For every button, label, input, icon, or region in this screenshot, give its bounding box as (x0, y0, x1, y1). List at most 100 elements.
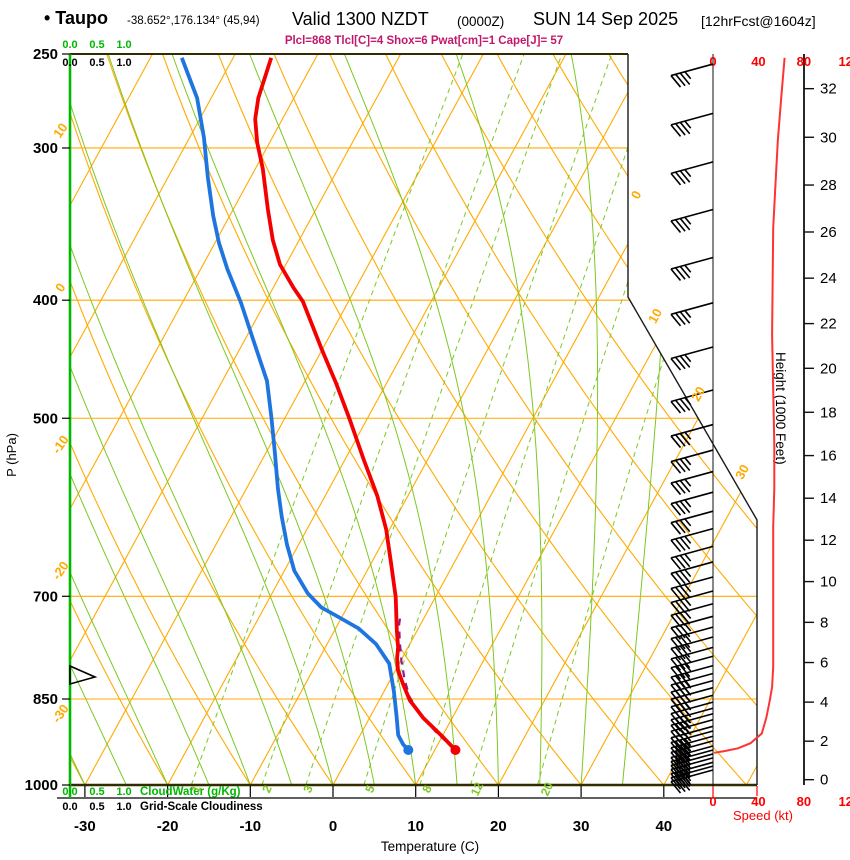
height-tick-label: 30 (820, 129, 837, 146)
moist-adiabat-line (70, 54, 169, 785)
wind-barb (670, 615, 714, 640)
dry-adiabat-label: 10 (50, 120, 71, 140)
dry-adiabat-line (70, 54, 417, 785)
height-tick-label: 8 (820, 614, 828, 631)
height-tick-label: 2 (820, 733, 828, 750)
isotherm-line (167, 54, 567, 785)
wind-barb (670, 655, 714, 680)
wind-barb (670, 725, 714, 750)
plot-grid (0, 52, 757, 786)
moist-adiabat-line (454, 54, 543, 785)
cloudwater-scale-label: 0.5 (89, 786, 104, 798)
temp-tick-label: 10 (407, 818, 424, 835)
dry-adiabat-line (70, 54, 169, 785)
speed-tick-label: 40 (751, 54, 765, 69)
wind-barb (670, 527, 714, 553)
isotherm-label: 20 (688, 384, 708, 404)
pressure-tick-label: 1000 (25, 777, 58, 794)
wind-barb (670, 590, 714, 615)
dry-adiabat-line (328, 54, 757, 785)
moist-adiabat-line (107, 54, 375, 785)
height-tick-label: 32 (820, 81, 837, 98)
speed-tick-label: 80 (797, 54, 811, 69)
mixing-ratio-label: 20 (538, 780, 556, 798)
dry-adiabat-line (272, 54, 747, 785)
wind-barb (670, 449, 714, 474)
isotherm-line (70, 54, 153, 785)
moist-adiabat-line (70, 54, 210, 785)
speed-axis-title: Speed (kt) (733, 808, 793, 823)
cloudwater-scale-label: 1.0 (116, 39, 131, 51)
wind-barb (670, 161, 714, 186)
isotherm-line (415, 54, 757, 785)
surface-dewpoint-dot (403, 745, 414, 756)
speed-tick-label: 0 (709, 54, 716, 69)
dry-adiabat-line (216, 54, 665, 785)
mixing-ratio-line (305, 54, 564, 785)
wind-barb (670, 256, 714, 282)
dry-adiabat-line (495, 54, 757, 785)
height-tick-label: 24 (820, 270, 837, 287)
height-tick-label: 22 (820, 316, 837, 333)
cloudiness-axis-title: Grid-Scale Cloudiness (140, 801, 263, 813)
valid-time: Valid 1300 NZDT (292, 9, 429, 29)
wind-barb (670, 510, 714, 535)
pressure-tick-label: 250 (33, 46, 58, 63)
temp-tick-label: 20 (490, 818, 507, 835)
moist-adiabat-line (70, 54, 293, 785)
mixing-ratio-line (363, 54, 614, 785)
dry-adiabat-line (0, 52, 2, 786)
pressure-tick-label: 400 (33, 292, 58, 309)
height-tick-label: 12 (820, 532, 837, 549)
cloudiness-scale-label: 0.0 (62, 801, 77, 813)
isotherm-line (663, 54, 757, 785)
temp-tick-label: -30 (74, 818, 96, 835)
cloudiness-scale-label: 1.0 (116, 801, 131, 813)
dry-adiabat-line (439, 54, 757, 785)
isotherm-line (70, 54, 319, 785)
pressure-tick-label: 300 (33, 140, 58, 157)
dewpoint-curve (180, 57, 410, 752)
dry-adiabat-label: -20 (49, 558, 72, 582)
pressure-tick-label: 500 (33, 410, 58, 427)
wind-barb (670, 626, 714, 651)
speed-tick-label: 80 (797, 794, 811, 809)
isotherm-line (70, 54, 402, 785)
moist-adiabat-line (170, 54, 417, 785)
cloudiness-scale-label: 0.5 (89, 801, 104, 813)
surface-temp-dot (450, 745, 461, 756)
moist-adiabat-line (570, 54, 599, 785)
wind-barb (670, 740, 714, 765)
height-axis-title: Height (1000 Feet) (773, 352, 788, 465)
cloudwater-axis-title: CloudWater (g/Kg) (140, 786, 241, 798)
isotherm-line (249, 54, 650, 785)
cloudwater-scale-label: 1.0 (116, 786, 131, 798)
isotherm-label: 0 (628, 188, 645, 202)
wind-barb (670, 646, 714, 671)
temp-tick-label: 40 (655, 818, 672, 835)
temp-tick-label: 0 (329, 818, 337, 835)
cloudwater-scale-label: 0.5 (89, 39, 104, 51)
isotherm-line (580, 54, 757, 785)
isotherm-line (70, 54, 236, 785)
wind-barb (670, 636, 714, 661)
temperature-curve (253, 57, 457, 752)
temperature-axis-title: Temperature (C) (381, 839, 479, 854)
level-marker (69, 664, 98, 686)
pressure-tick-label: 700 (33, 588, 58, 605)
cloudiness-scale-label: 0.5 (89, 57, 104, 69)
pressure-axis-title: P (hPa) (4, 433, 19, 477)
wind-barb (670, 730, 714, 755)
height-tick-label: 4 (820, 694, 828, 711)
temp-tick-label: -20 (157, 818, 179, 835)
moist-adiabat-line (248, 54, 458, 785)
wind-barb (670, 603, 714, 628)
height-tick-label: 6 (820, 655, 828, 672)
wind-barb (670, 561, 714, 586)
wind-barb (670, 63, 714, 88)
height-tick-label: 16 (820, 448, 837, 465)
height-tick-label: 26 (820, 224, 837, 241)
wind-barb (670, 302, 714, 327)
plot-boundary (627, 54, 758, 785)
